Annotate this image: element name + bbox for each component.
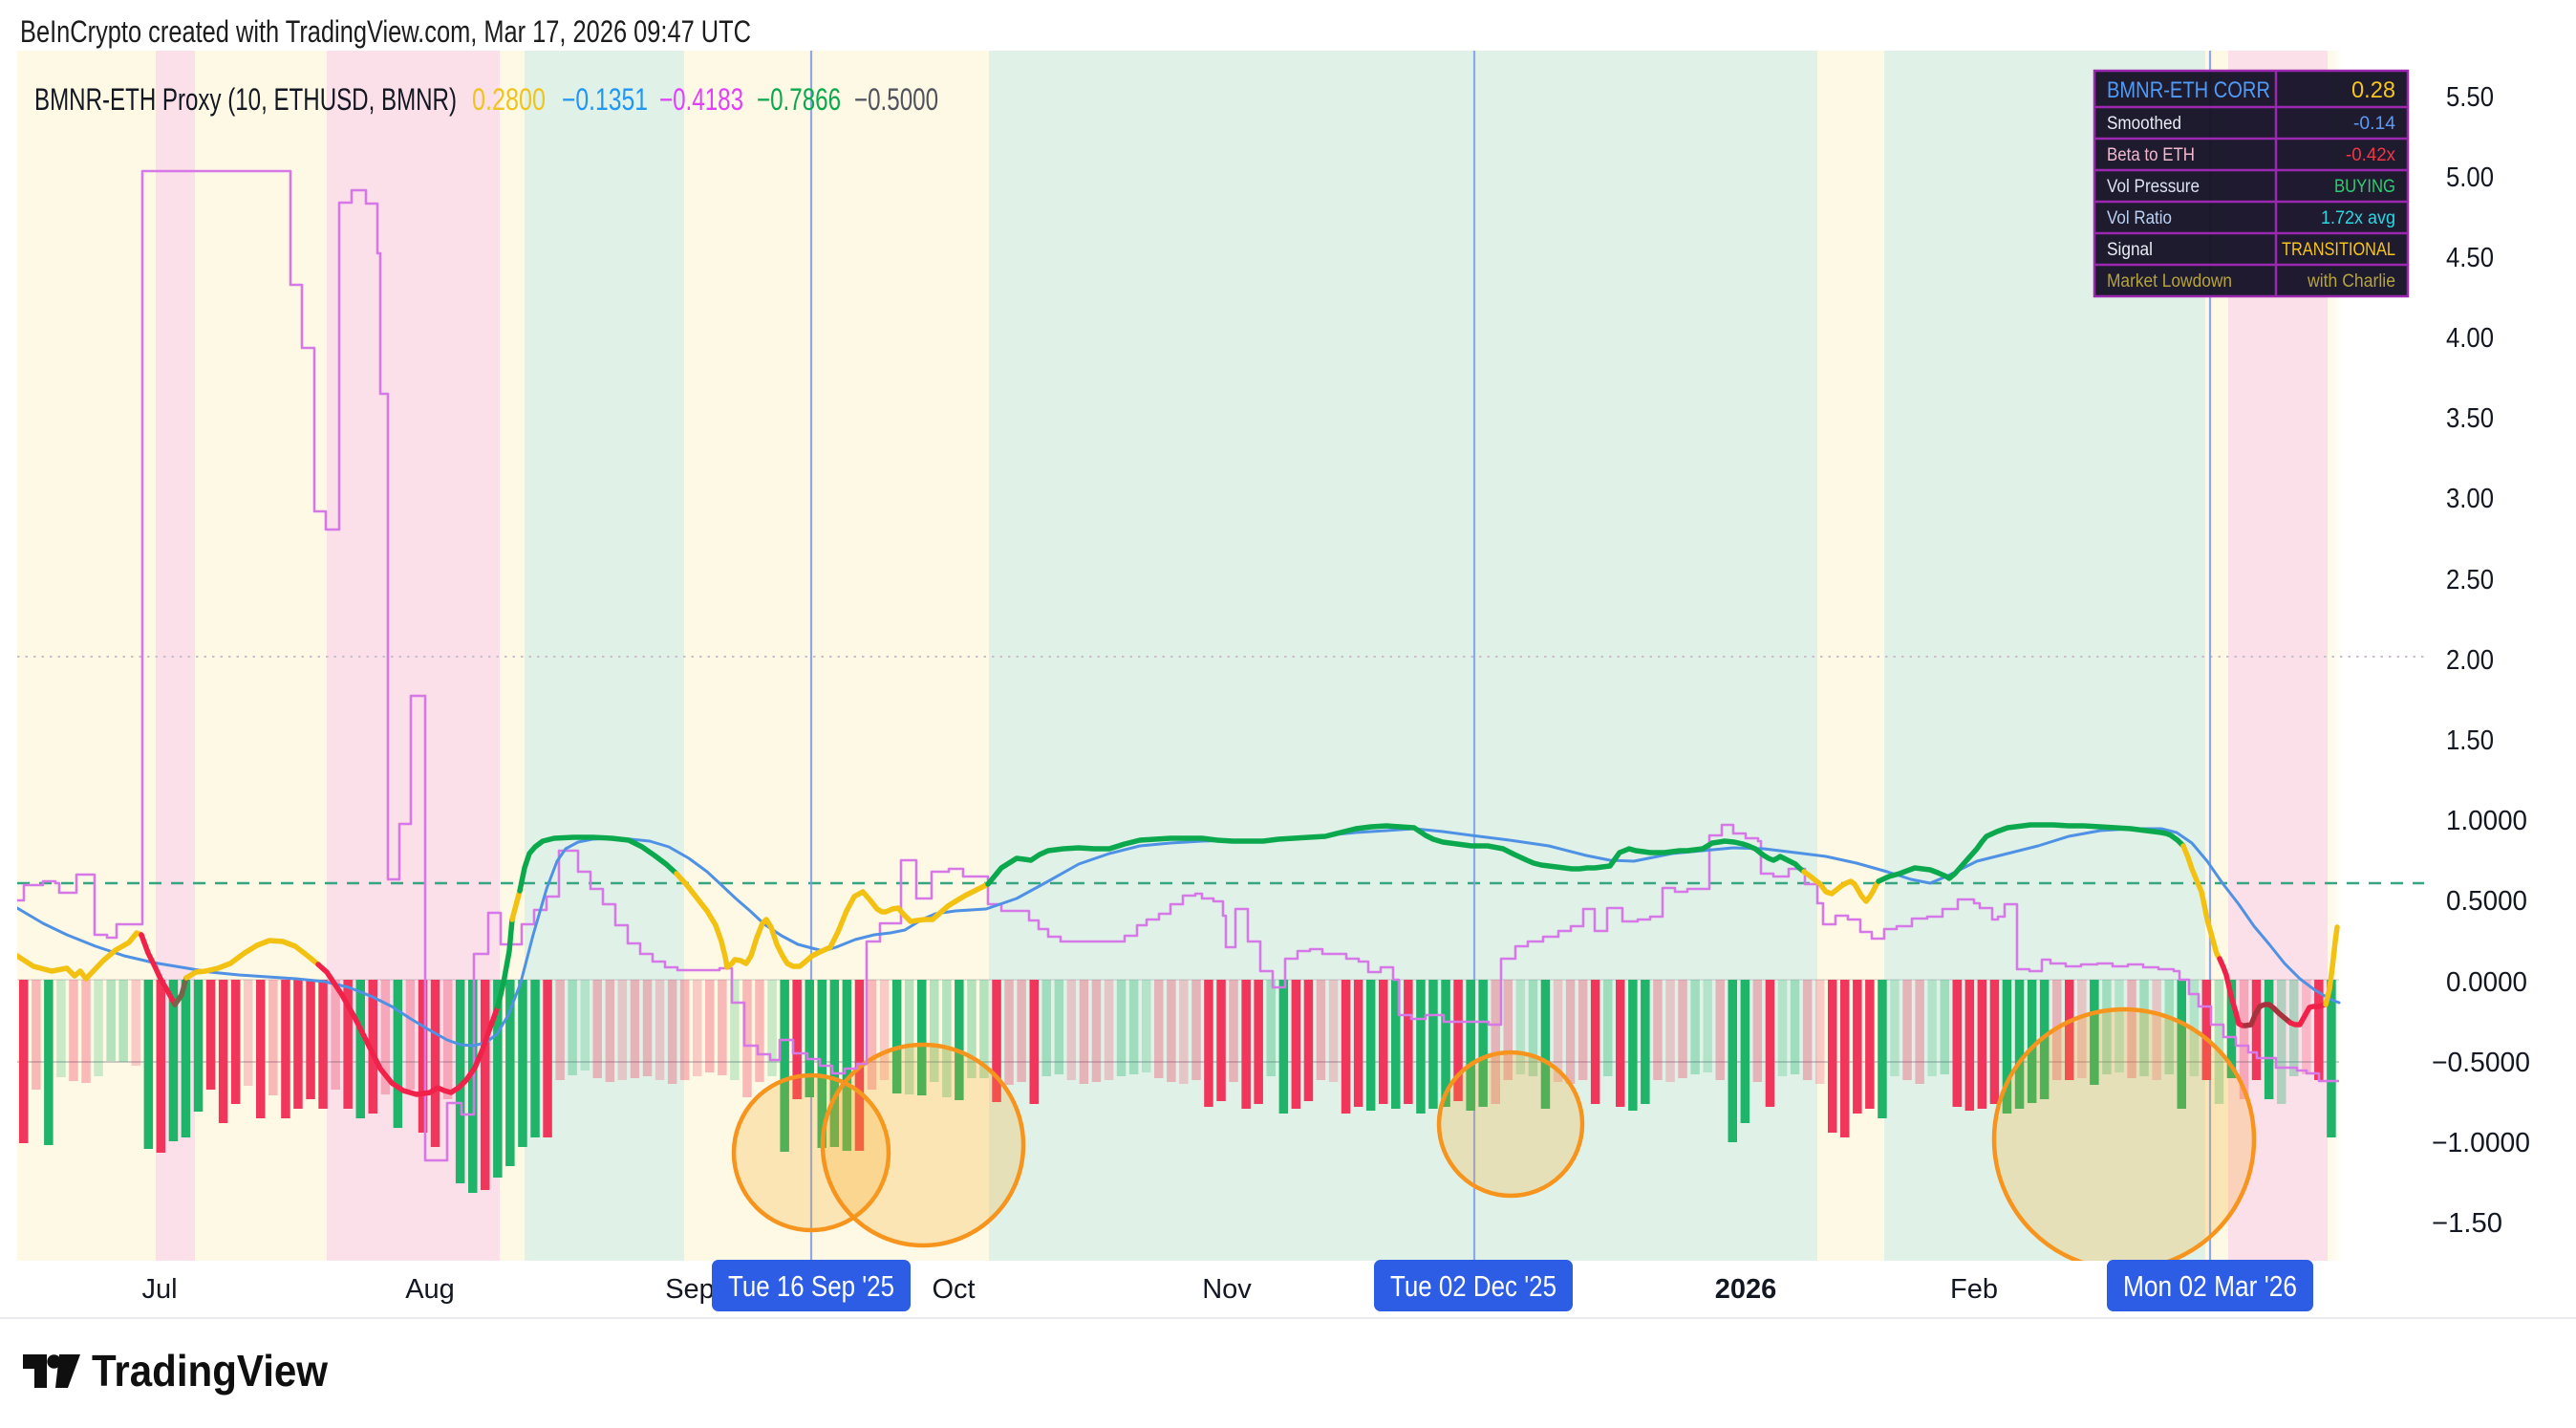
svg-text:5.50: 5.50: [2446, 82, 2494, 113]
svg-text:Tue 16 Sep '25: Tue 16 Sep '25: [728, 1269, 894, 1303]
svg-text:−0.7866: −0.7866: [757, 82, 841, 117]
svg-text:−1.0000: −1.0000: [2432, 1128, 2530, 1158]
svg-text:2.50: 2.50: [2446, 565, 2494, 595]
svg-text:−0.5000: −0.5000: [2432, 1048, 2530, 1078]
svg-text:Mon 02 Mar '26: Mon 02 Mar '26: [2123, 1269, 2297, 1303]
svg-text:Feb: Feb: [1950, 1274, 1998, 1305]
svg-text:with Charlie: with Charlie: [2307, 271, 2395, 292]
svg-text:−0.5000: −0.5000: [854, 82, 938, 117]
svg-text:Smoothed: Smoothed: [2107, 114, 2181, 134]
svg-text:BeInCrypto created with Tradin: BeInCrypto created with TradingView.com,…: [20, 14, 751, 49]
svg-text:5.00: 5.00: [2446, 162, 2494, 193]
svg-text:0.0000: 0.0000: [2446, 967, 2527, 998]
svg-text:1.50: 1.50: [2446, 725, 2494, 756]
svg-text:−0.4183: −0.4183: [659, 82, 743, 117]
svg-text:BUYING: BUYING: [2334, 177, 2395, 197]
svg-text:BMNR-ETH CORR: BMNR-ETH CORR: [2107, 77, 2270, 103]
svg-text:1.0000: 1.0000: [2446, 806, 2527, 836]
svg-text:1.72x avg: 1.72x avg: [2321, 208, 2395, 228]
svg-text:Tue 02 Dec '25: Tue 02 Dec '25: [1390, 1269, 1556, 1303]
svg-text:0.2800: 0.2800: [472, 82, 546, 117]
svg-text:Aug: Aug: [405, 1274, 455, 1305]
svg-text:TradingView: TradingView: [92, 1346, 328, 1396]
svg-text:Oct: Oct: [932, 1274, 975, 1305]
svg-text:-0.14: -0.14: [2353, 114, 2395, 134]
svg-text:2.00: 2.00: [2446, 645, 2494, 676]
svg-text:4.50: 4.50: [2446, 243, 2494, 273]
svg-text:BMNR-ETH Proxy (10, ETHUSD, BM: BMNR-ETH Proxy (10, ETHUSD, BMNR): [34, 82, 457, 117]
svg-text:Jul: Jul: [141, 1274, 177, 1305]
svg-text:4.00: 4.00: [2446, 323, 2494, 354]
svg-text:Vol Ratio: Vol Ratio: [2107, 208, 2172, 228]
svg-text:Vol Pressure: Vol Pressure: [2107, 177, 2200, 197]
svg-text:−0.1351: −0.1351: [562, 82, 648, 117]
svg-text:3.00: 3.00: [2446, 484, 2494, 514]
svg-text:Signal: Signal: [2107, 240, 2153, 260]
svg-text:Market Lowdown: Market Lowdown: [2107, 271, 2232, 292]
svg-text:0.28: 0.28: [2351, 77, 2395, 103]
svg-text:Sep: Sep: [665, 1274, 715, 1305]
svg-text:−1.50: −1.50: [2432, 1208, 2502, 1239]
svg-text:3.50: 3.50: [2446, 403, 2494, 434]
svg-text:0.5000: 0.5000: [2446, 886, 2527, 917]
svg-text:TRANSITIONAL: TRANSITIONAL: [2282, 240, 2395, 260]
svg-text:Beta to ETH: Beta to ETH: [2107, 145, 2195, 165]
svg-text:2026: 2026: [1715, 1274, 1777, 1305]
svg-text:Nov: Nov: [1202, 1274, 1252, 1305]
svg-text:-0.42x: -0.42x: [2346, 145, 2395, 165]
